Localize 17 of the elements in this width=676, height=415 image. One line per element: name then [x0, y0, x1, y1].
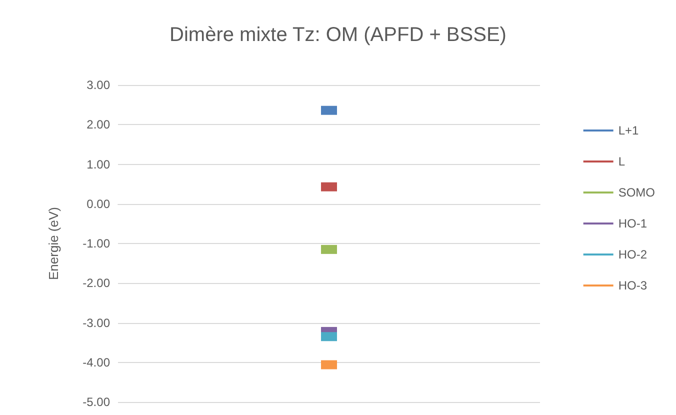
y-tick-label: -1.00 [82, 236, 110, 250]
y-tick-label: -5.00 [82, 395, 110, 409]
legend-label: HO-1 [618, 216, 648, 230]
y-tick-label: 0.00 [86, 196, 110, 211]
chart-title: Dimère mixte Tz: OM (APFD + BSSE) [170, 24, 506, 46]
y-tick-label: 2.00 [86, 118, 110, 132]
legend-label: SOMO [618, 186, 656, 200]
y-tick-label: -4.00 [82, 355, 110, 370]
legend-label: L [618, 154, 626, 168]
legend-label: HO-2 [618, 248, 648, 262]
y-tick-label: 1.00 [86, 157, 110, 172]
legend-label: L+1 [618, 124, 640, 138]
y-tick-label: -3.00 [82, 316, 110, 330]
y-tick-label: -2.00 [82, 276, 110, 290]
y-axis-title: Energie (eV) [46, 207, 61, 280]
y-tick-label: 3.00 [86, 78, 110, 92]
legend-label: HO-3 [618, 278, 648, 292]
